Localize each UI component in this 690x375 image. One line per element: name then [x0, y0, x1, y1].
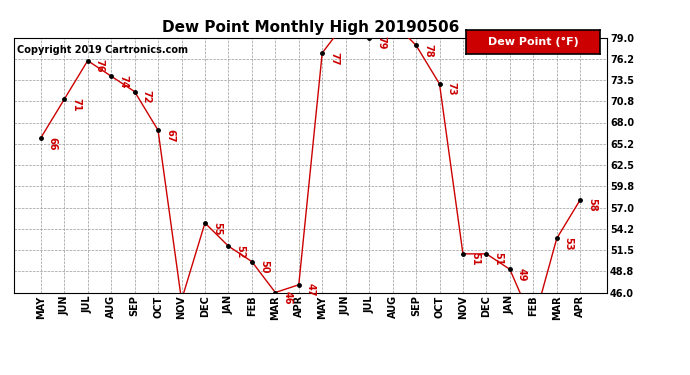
- Text: 73: 73: [446, 82, 457, 96]
- Text: 74: 74: [118, 75, 128, 88]
- Text: 45: 45: [0, 374, 1, 375]
- Text: 52: 52: [235, 245, 246, 258]
- Text: 78: 78: [423, 44, 433, 57]
- Text: Copyright 2019 Cartronics.com: Copyright 2019 Cartronics.com: [17, 45, 188, 55]
- Text: 51: 51: [470, 252, 480, 266]
- Title: Dew Point Monthly High 20190506: Dew Point Monthly High 20190506: [162, 20, 459, 35]
- Text: 42: 42: [0, 374, 1, 375]
- Text: 51: 51: [493, 252, 503, 266]
- Text: 79: 79: [376, 36, 386, 50]
- Text: 55: 55: [212, 222, 222, 235]
- Text: Dew Point (°F): Dew Point (°F): [488, 37, 578, 47]
- Text: 50: 50: [259, 260, 269, 274]
- Text: 72: 72: [141, 90, 152, 104]
- Text: 66: 66: [48, 136, 58, 150]
- Text: 81: 81: [0, 374, 1, 375]
- Text: 77: 77: [329, 52, 339, 65]
- Text: 67: 67: [165, 129, 175, 142]
- Text: 76: 76: [95, 59, 105, 73]
- Text: 53: 53: [564, 237, 573, 250]
- Text: 46: 46: [282, 291, 293, 304]
- Text: 49: 49: [517, 268, 526, 281]
- Text: 81: 81: [0, 374, 1, 375]
- Text: 47: 47: [306, 284, 316, 297]
- Text: 58: 58: [587, 198, 597, 212]
- Text: 71: 71: [71, 98, 81, 111]
